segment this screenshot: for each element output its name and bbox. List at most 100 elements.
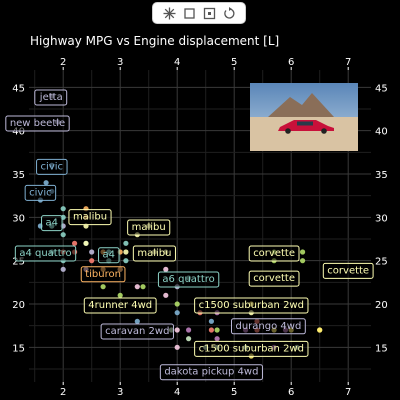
data-point <box>208 318 214 324</box>
x-tick-label-top: 7 <box>345 57 351 68</box>
point-label: c1500 suburban 2wd <box>194 340 309 357</box>
data-point <box>89 258 95 264</box>
point-label: civic <box>24 184 57 201</box>
data-point <box>60 232 66 238</box>
data-point <box>60 206 66 212</box>
chart-title: Highway MPG vs Engine displacement [L] <box>30 34 279 48</box>
data-point <box>100 284 106 290</box>
point-label: a4 <box>41 215 63 232</box>
data-point <box>60 266 66 272</box>
data-point <box>174 301 180 307</box>
data-point <box>300 249 306 255</box>
x-tick-label-top: 6 <box>288 57 294 68</box>
point-label-box <box>322 262 374 279</box>
x-tick-label-bottom: 6 <box>288 387 294 398</box>
point-label-box <box>83 297 157 314</box>
data-point <box>123 258 129 264</box>
y-tick-label-right: 40 <box>375 127 388 138</box>
point-label: durango 4wd <box>231 318 306 335</box>
data-point <box>214 336 220 342</box>
point-label: malibu <box>127 219 171 236</box>
point-label-text: corvette <box>327 265 369 276</box>
point-label-text: malibu <box>137 248 171 259</box>
data-point <box>123 249 129 255</box>
data-point <box>208 327 214 333</box>
crop-icon[interactable] <box>181 5 197 21</box>
x-tick-label-bottom: 4 <box>174 387 180 398</box>
point-label-box <box>98 247 120 264</box>
data-point <box>83 240 89 246</box>
point-label-box <box>41 215 63 232</box>
point-label-box <box>157 271 220 288</box>
y-tick-label-right: 20 <box>375 300 388 311</box>
point-label-box <box>194 297 309 314</box>
x-tick-label-top: 3 <box>117 57 123 68</box>
inset-mountain <box>268 93 334 117</box>
data-point <box>117 292 123 298</box>
point-label-box <box>159 364 263 381</box>
y-tick-label-left: 20 <box>12 300 25 311</box>
point-label-text: civic <box>41 161 63 172</box>
point-label-box <box>80 266 126 283</box>
point-label-box <box>231 318 306 335</box>
point-label-box <box>14 245 77 262</box>
point-label-box <box>36 158 68 175</box>
point-label-text: corvette <box>253 248 295 259</box>
y-tick-label-left: 35 <box>12 170 25 181</box>
data-point <box>163 292 169 298</box>
x-tick-label-top: 4 <box>174 57 180 68</box>
point-label: caravan 2wd <box>100 323 174 340</box>
inset-car-wheel <box>285 128 291 134</box>
point-label-box <box>5 115 70 132</box>
point-label: 4runner 4wd <box>83 297 157 314</box>
point-label: malibu <box>132 245 176 262</box>
point-label: a4 quattro <box>14 245 77 262</box>
data-point <box>140 284 146 290</box>
data-point <box>186 327 192 333</box>
data-point <box>72 240 78 246</box>
y-tick-label-left: 45 <box>12 83 25 94</box>
data-point <box>317 327 323 333</box>
data-point <box>134 318 140 324</box>
point-label-box <box>100 323 174 340</box>
data-point <box>134 284 140 290</box>
point-label-box <box>127 219 171 236</box>
inset-car-image <box>250 83 358 151</box>
focus-square-icon[interactable] <box>201 5 217 21</box>
point-label: new beetle <box>5 115 70 132</box>
inset-car-window <box>297 121 313 126</box>
point-label: c1500 suburban 2wd <box>194 297 309 314</box>
point-label: civic <box>36 158 68 175</box>
data-point <box>186 336 192 342</box>
point-label-box <box>132 245 176 262</box>
data-point <box>123 240 129 246</box>
point-label-text: a4 quattro <box>19 248 71 259</box>
data-point <box>43 180 49 186</box>
point-label-text: c1500 suburban 2wd <box>199 343 304 354</box>
point-label-text: durango 4wd <box>236 321 302 332</box>
point-label-text: a4 <box>103 250 116 261</box>
point-label: corvette <box>248 270 300 287</box>
point-label-text: tiburon <box>85 269 121 280</box>
crosshair-icon[interactable] <box>161 5 177 21</box>
point-labels: jetta new beetle civic civic a4 malibu malibu a… <box>5 89 374 381</box>
point-label-text: new beetle <box>10 118 65 129</box>
point-label-text: corvette <box>253 273 295 284</box>
x-tick-label-bottom: 7 <box>345 387 351 398</box>
data-point <box>174 344 180 350</box>
point-label-text: dakota pickup 4wd <box>164 367 258 378</box>
y-tick-label-right: 30 <box>375 213 388 224</box>
y-tick-label-left: 40 <box>12 127 25 138</box>
point-label-box <box>24 184 57 201</box>
data-point <box>300 258 306 264</box>
reset-icon[interactable] <box>221 5 237 21</box>
data-point <box>174 327 180 333</box>
plot-toolbar <box>152 2 246 24</box>
y-tick-label-right: 45 <box>375 83 388 94</box>
x-tick-label-bottom: 2 <box>60 387 66 398</box>
point-label-text: jetta <box>39 92 63 103</box>
point-label: malibu <box>68 209 112 226</box>
point-label-text: a6 quattro <box>162 274 214 285</box>
data-point <box>89 249 95 255</box>
